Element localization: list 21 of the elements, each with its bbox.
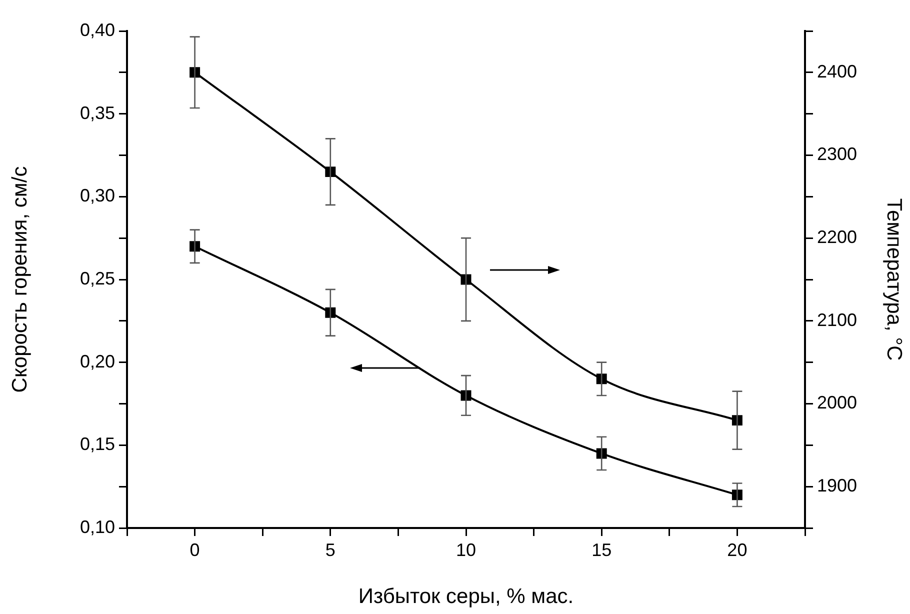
y2-axis-title: Температура, °С (882, 198, 906, 361)
x-tick-label: 0 (190, 540, 200, 560)
y2-tick-label: 2300 (817, 144, 858, 164)
y2-tick-label: 2400 (817, 61, 858, 82)
y-tick-label: 0,25 (80, 268, 115, 288)
y-tick-label: 0,15 (80, 434, 115, 454)
y2-tick-label: 2000 (817, 392, 858, 413)
y2-tick-label: 1900 (817, 476, 858, 496)
y-tick-label: 0,30 (80, 186, 115, 206)
y-tick-label: 0,35 (80, 102, 115, 123)
x-tick-label: 20 (727, 540, 748, 560)
y-tick-label: 0,10 (80, 516, 115, 537)
x-tick-label: 15 (592, 540, 612, 560)
y2-tick-label: 2100 (817, 310, 858, 330)
y-tick-label: 0,40 (80, 20, 115, 40)
x-tick-label: 10 (456, 540, 476, 560)
y2-tick-label: 2200 (817, 227, 858, 248)
x-axis-title: Избыток серы, % мас. (358, 585, 574, 608)
x-tick-label: 5 (325, 540, 336, 560)
y-tick-label: 0,20 (80, 351, 115, 372)
y-axis-title: Скорость горения, см/с (8, 166, 32, 393)
